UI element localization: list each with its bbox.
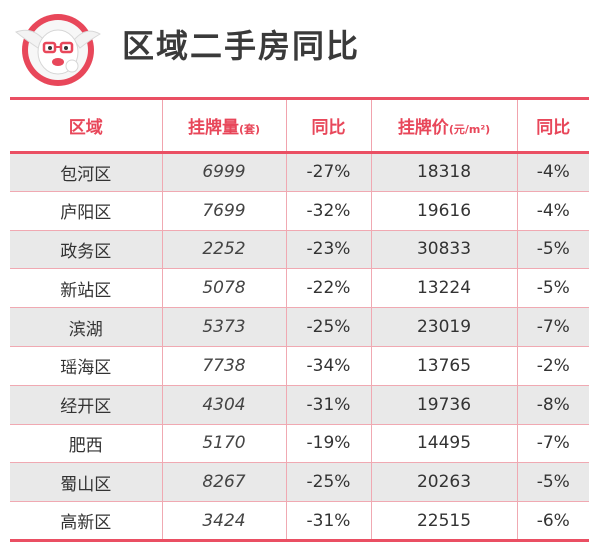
header-listing-unit: (套) <box>238 123 261 136</box>
header-price-unit: (元/m²) <box>448 123 491 136</box>
table-row: 新站区 5078 -22% 13224 -5% <box>10 268 589 309</box>
table-row: 滨湖 5373 -25% 23019 -7% <box>10 307 589 347</box>
cell-listing: 7738 <box>161 346 286 386</box>
cell-region: 高新区 <box>10 501 162 542</box>
cell-listing-yoy: -23% <box>285 230 371 270</box>
region-table: 区域 挂牌量(套) 同比 挂牌价(元/m²) 同比 包河区 6999 -27% 183… <box>10 97 589 542</box>
cell-price-yoy: -4% <box>516 191 589 231</box>
mascot-logo-icon <box>14 10 102 88</box>
header-listing-yoy: 同比 <box>285 97 371 154</box>
cell-listing-yoy: -32% <box>285 191 371 231</box>
cell-region: 经开区 <box>10 385 162 425</box>
cell-region: 新站区 <box>10 268 162 309</box>
cell-price: 13765 <box>370 346 517 386</box>
cell-price-yoy: -5% <box>516 268 589 309</box>
cell-listing: 5078 <box>161 268 286 309</box>
cell-listing-yoy: -31% <box>285 501 371 542</box>
cell-price-yoy: -8% <box>516 385 589 425</box>
cell-price: 19616 <box>370 191 517 231</box>
cell-region: 肥西 <box>10 424 162 464</box>
cell-region: 包河区 <box>10 152 162 192</box>
cell-listing: 7699 <box>161 191 286 231</box>
cell-price-yoy: -5% <box>516 462 589 503</box>
page-title: 区域二手房同比 <box>122 27 361 65</box>
table-row: 蜀山区 8267 -25% 20263 -5% <box>10 462 589 503</box>
table-row: 政务区 2252 -23% 30833 -5% <box>10 230 589 270</box>
table-row: 庐阳区 7699 -32% 19616 -4% <box>10 191 589 231</box>
cell-listing: 8267 <box>161 462 286 503</box>
cell-price-yoy: -5% <box>516 230 589 270</box>
cell-price: 14495 <box>370 424 517 464</box>
table-row: 高新区 3424 -31% 22515 -6% <box>10 501 589 542</box>
table-row: 包河区 6999 -27% 18318 -4% <box>10 152 589 192</box>
cell-region: 蜀山区 <box>10 462 162 503</box>
cell-price-yoy: -4% <box>516 152 589 192</box>
table-row: 经开区 4304 -31% 19736 -8% <box>10 385 589 425</box>
header-price: 挂牌价(元/m²) <box>370 97 517 154</box>
header-listing: 挂牌量(套) <box>161 97 286 154</box>
cell-listing-yoy: -27% <box>285 152 371 192</box>
header-price-yoy: 同比 <box>516 97 589 154</box>
cell-listing-yoy: -34% <box>285 346 371 386</box>
cell-price: 13224 <box>370 268 517 309</box>
header: 区域二手房同比 <box>0 0 600 92</box>
cell-price-yoy: -2% <box>516 346 589 386</box>
cell-listing: 3424 <box>161 501 286 542</box>
cell-listing: 5373 <box>161 307 286 347</box>
cell-region: 滨湖 <box>10 307 162 347</box>
cell-listing-yoy: -31% <box>285 385 371 425</box>
cell-price-yoy: -7% <box>516 307 589 347</box>
table-body: 包河区 6999 -27% 18318 -4% 庐阳区 7699 -32% 19616 -4% 政务… <box>10 152 589 542</box>
cell-region: 瑶海区 <box>10 346 162 386</box>
header-region: 区域 <box>10 97 162 154</box>
table-row: 瑶海区 7738 -34% 13765 -2% <box>10 346 589 386</box>
cell-price-yoy: -7% <box>516 424 589 464</box>
cell-listing-yoy: -19% <box>285 424 371 464</box>
cell-listing: 6999 <box>161 152 286 192</box>
cell-listing-yoy: -25% <box>285 462 371 503</box>
cell-price-yoy: -6% <box>516 501 589 542</box>
cell-listing: 5170 <box>161 424 286 464</box>
cell-price: 23019 <box>370 307 517 347</box>
table-row: 肥西 5170 -19% 14495 -7% <box>10 424 589 464</box>
cell-listing: 2252 <box>161 230 286 270</box>
cell-price: 22515 <box>370 501 517 542</box>
cell-price: 30833 <box>370 230 517 270</box>
cell-listing-yoy: -22% <box>285 268 371 309</box>
cell-region: 政务区 <box>10 230 162 270</box>
cell-price: 20263 <box>370 462 517 503</box>
cell-listing: 4304 <box>161 385 286 425</box>
cell-region: 庐阳区 <box>10 191 162 231</box>
cell-listing-yoy: -25% <box>285 307 371 347</box>
cell-price: 18318 <box>370 152 517 192</box>
table-header-row: 区域 挂牌量(套) 同比 挂牌价(元/m²) 同比 <box>10 97 589 154</box>
cell-price: 19736 <box>370 385 517 425</box>
